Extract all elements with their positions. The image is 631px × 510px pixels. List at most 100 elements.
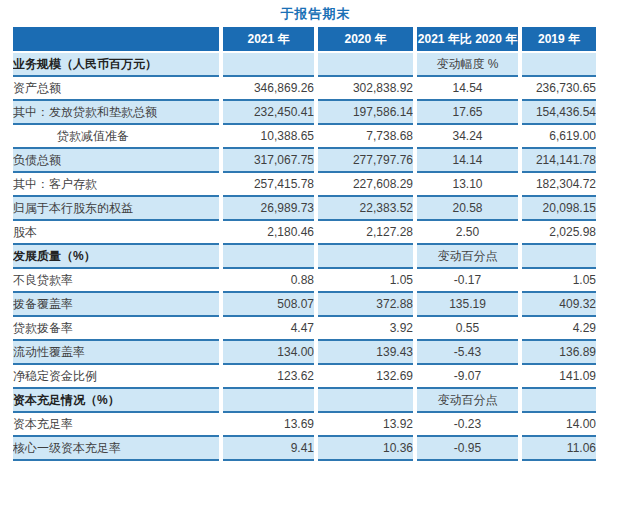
table-row: 贷款减值准备10,388.657,738.6834.246,619.00 xyxy=(13,125,596,149)
change-cell: -0.95 xyxy=(417,437,518,461)
page-title: 于报告期末 xyxy=(0,0,631,23)
section-row: 资本充足情况（%） 变动百分点 xyxy=(13,389,596,413)
value-2019-cell: 11.06 xyxy=(522,437,596,461)
value-2021-cell: 232,450.41 xyxy=(223,101,314,125)
change-cell: 14.14 xyxy=(417,149,518,173)
row-label-cell: 股本 xyxy=(13,221,219,245)
change-cell: 变动百分点 xyxy=(417,389,518,413)
value-2021-cell: 123.62 xyxy=(223,365,314,389)
value-2020-cell: 10.36 xyxy=(318,437,413,461)
value-2021-cell xyxy=(223,245,314,269)
row-label-cell: 贷款减值准备 xyxy=(13,125,219,149)
financial-report-table: 2021 年 2020 年 2021 年比 2020 年 2019 年 业务规模… xyxy=(9,27,600,461)
table-row: 不良贷款率0.881.05-0.171.05 xyxy=(13,269,596,293)
value-2020-cell: 132.69 xyxy=(318,365,413,389)
value-2021-cell: 9.41 xyxy=(223,437,314,461)
value-2019-cell: 409.32 xyxy=(522,293,596,317)
value-2020-cell: 227,608.29 xyxy=(318,173,413,197)
value-2021-cell: 134.00 xyxy=(223,341,314,365)
row-label-cell: 其中：客户存款 xyxy=(13,173,219,197)
col-header-label xyxy=(13,27,219,53)
row-label-cell: 净稳定资金比例 xyxy=(13,365,219,389)
value-2019-cell: 4.29 xyxy=(522,317,596,341)
table-row: 资本充足率13.6913.92-0.2314.00 xyxy=(13,413,596,437)
change-cell: -0.17 xyxy=(417,269,518,293)
change-cell: 2.50 xyxy=(417,221,518,245)
value-2019-cell: 136.89 xyxy=(522,341,596,365)
change-cell: -9.07 xyxy=(417,365,518,389)
value-2020-cell: 302,838.92 xyxy=(318,77,413,101)
value-2021-cell: 0.88 xyxy=(223,269,314,293)
value-2019-cell: 141.09 xyxy=(522,365,596,389)
value-2021-cell: 2,180.46 xyxy=(223,221,314,245)
row-label-cell: 资产总额 xyxy=(13,77,219,101)
row-label-cell: 业务规模（人民币百万元） xyxy=(13,53,219,77)
value-2020-cell: 1.05 xyxy=(318,269,413,293)
section-row: 发展质量（%） 变动百分点 xyxy=(13,245,596,269)
value-2020-cell: 22,383.52 xyxy=(318,197,413,221)
col-header-change: 2021 年比 2020 年 xyxy=(417,27,518,53)
table-header: 2021 年 2020 年 2021 年比 2020 年 2019 年 xyxy=(13,27,596,53)
row-label-cell: 其中：发放贷款和垫款总额 xyxy=(13,101,219,125)
table-row: 贷款拨备率4.473.920.554.29 xyxy=(13,317,596,341)
change-cell: -5.43 xyxy=(417,341,518,365)
table-row: 核心一级资本充足率9.4110.36-0.9511.06 xyxy=(13,437,596,461)
table-row: 归属于本行股东的权益26,989.7322,383.5220.5820,098.… xyxy=(13,197,596,221)
table-row: 流动性覆盖率134.00139.43-5.43136.89 xyxy=(13,341,596,365)
table-row: 拨备覆盖率508.07372.88135.19409.32 xyxy=(13,293,596,317)
value-2019-cell: 6,619.00 xyxy=(522,125,596,149)
col-header-2020: 2020 年 xyxy=(318,27,413,53)
row-label-cell: 不良贷款率 xyxy=(13,269,219,293)
value-2021-cell: 317,067.75 xyxy=(223,149,314,173)
value-2020-cell: 13.92 xyxy=(318,413,413,437)
value-2019-cell: 1.05 xyxy=(522,269,596,293)
value-2020-cell: 277,797.76 xyxy=(318,149,413,173)
value-2021-cell: 4.47 xyxy=(223,317,314,341)
value-2020-cell xyxy=(318,389,413,413)
table-row: 股本2,180.462,127.282.502,025.98 xyxy=(13,221,596,245)
col-header-2019: 2019 年 xyxy=(522,27,596,53)
table-row: 其中：客户存款257,415.78227,608.2913.10182,304.… xyxy=(13,173,596,197)
row-label-cell: 负债总额 xyxy=(13,149,219,173)
value-2019-cell: 2,025.98 xyxy=(522,221,596,245)
value-2021-cell: 13.69 xyxy=(223,413,314,437)
value-2021-cell: 346,869.26 xyxy=(223,77,314,101)
value-2021-cell: 10,388.65 xyxy=(223,125,314,149)
change-cell: 0.55 xyxy=(417,317,518,341)
row-label-cell: 贷款拨备率 xyxy=(13,317,219,341)
col-header-2021: 2021 年 xyxy=(223,27,314,53)
value-2021-cell: 26,989.73 xyxy=(223,197,314,221)
value-2020-cell: 139.43 xyxy=(318,341,413,365)
value-2020-cell: 2,127.28 xyxy=(318,221,413,245)
value-2021-cell: 508.07 xyxy=(223,293,314,317)
value-2020-cell: 3.92 xyxy=(318,317,413,341)
value-2019-cell: 182,304.72 xyxy=(522,173,596,197)
section-row: 业务规模（人民币百万元） 变动幅度 % xyxy=(13,53,596,77)
row-label-cell: 资本充足率 xyxy=(13,413,219,437)
change-cell: 变动幅度 % xyxy=(417,53,518,77)
table-body: 业务规模（人民币百万元） 变动幅度 % 资产总额346,869.26302,838.… xyxy=(13,53,596,461)
value-2020-cell: 197,586.14 xyxy=(318,101,413,125)
value-2019-cell xyxy=(522,53,596,77)
change-cell: 变动百分点 xyxy=(417,245,518,269)
table-row: 净稳定资金比例123.62132.69-9.07141.09 xyxy=(13,365,596,389)
row-label-cell: 发展质量（%） xyxy=(13,245,219,269)
value-2020-cell: 372.88 xyxy=(318,293,413,317)
change-cell: 17.65 xyxy=(417,101,518,125)
change-cell: 135.19 xyxy=(417,293,518,317)
change-cell: 34.24 xyxy=(417,125,518,149)
table-row: 负债总额317,067.75277,797.7614.14214,141.78 xyxy=(13,149,596,173)
value-2020-cell xyxy=(318,53,413,77)
row-label-cell: 核心一级资本充足率 xyxy=(13,437,219,461)
row-label-cell: 流动性覆盖率 xyxy=(13,341,219,365)
value-2019-cell xyxy=(522,389,596,413)
value-2019-cell: 236,730.65 xyxy=(522,77,596,101)
change-cell: -0.23 xyxy=(417,413,518,437)
value-2020-cell xyxy=(318,245,413,269)
row-label-cell: 归属于本行股东的权益 xyxy=(13,197,219,221)
value-2021-cell xyxy=(223,53,314,77)
row-label-cell: 拨备覆盖率 xyxy=(13,293,219,317)
header-row: 2021 年 2020 年 2021 年比 2020 年 2019 年 xyxy=(13,27,596,53)
row-label-cell: 资本充足情况（%） xyxy=(13,389,219,413)
change-cell: 14.54 xyxy=(417,77,518,101)
